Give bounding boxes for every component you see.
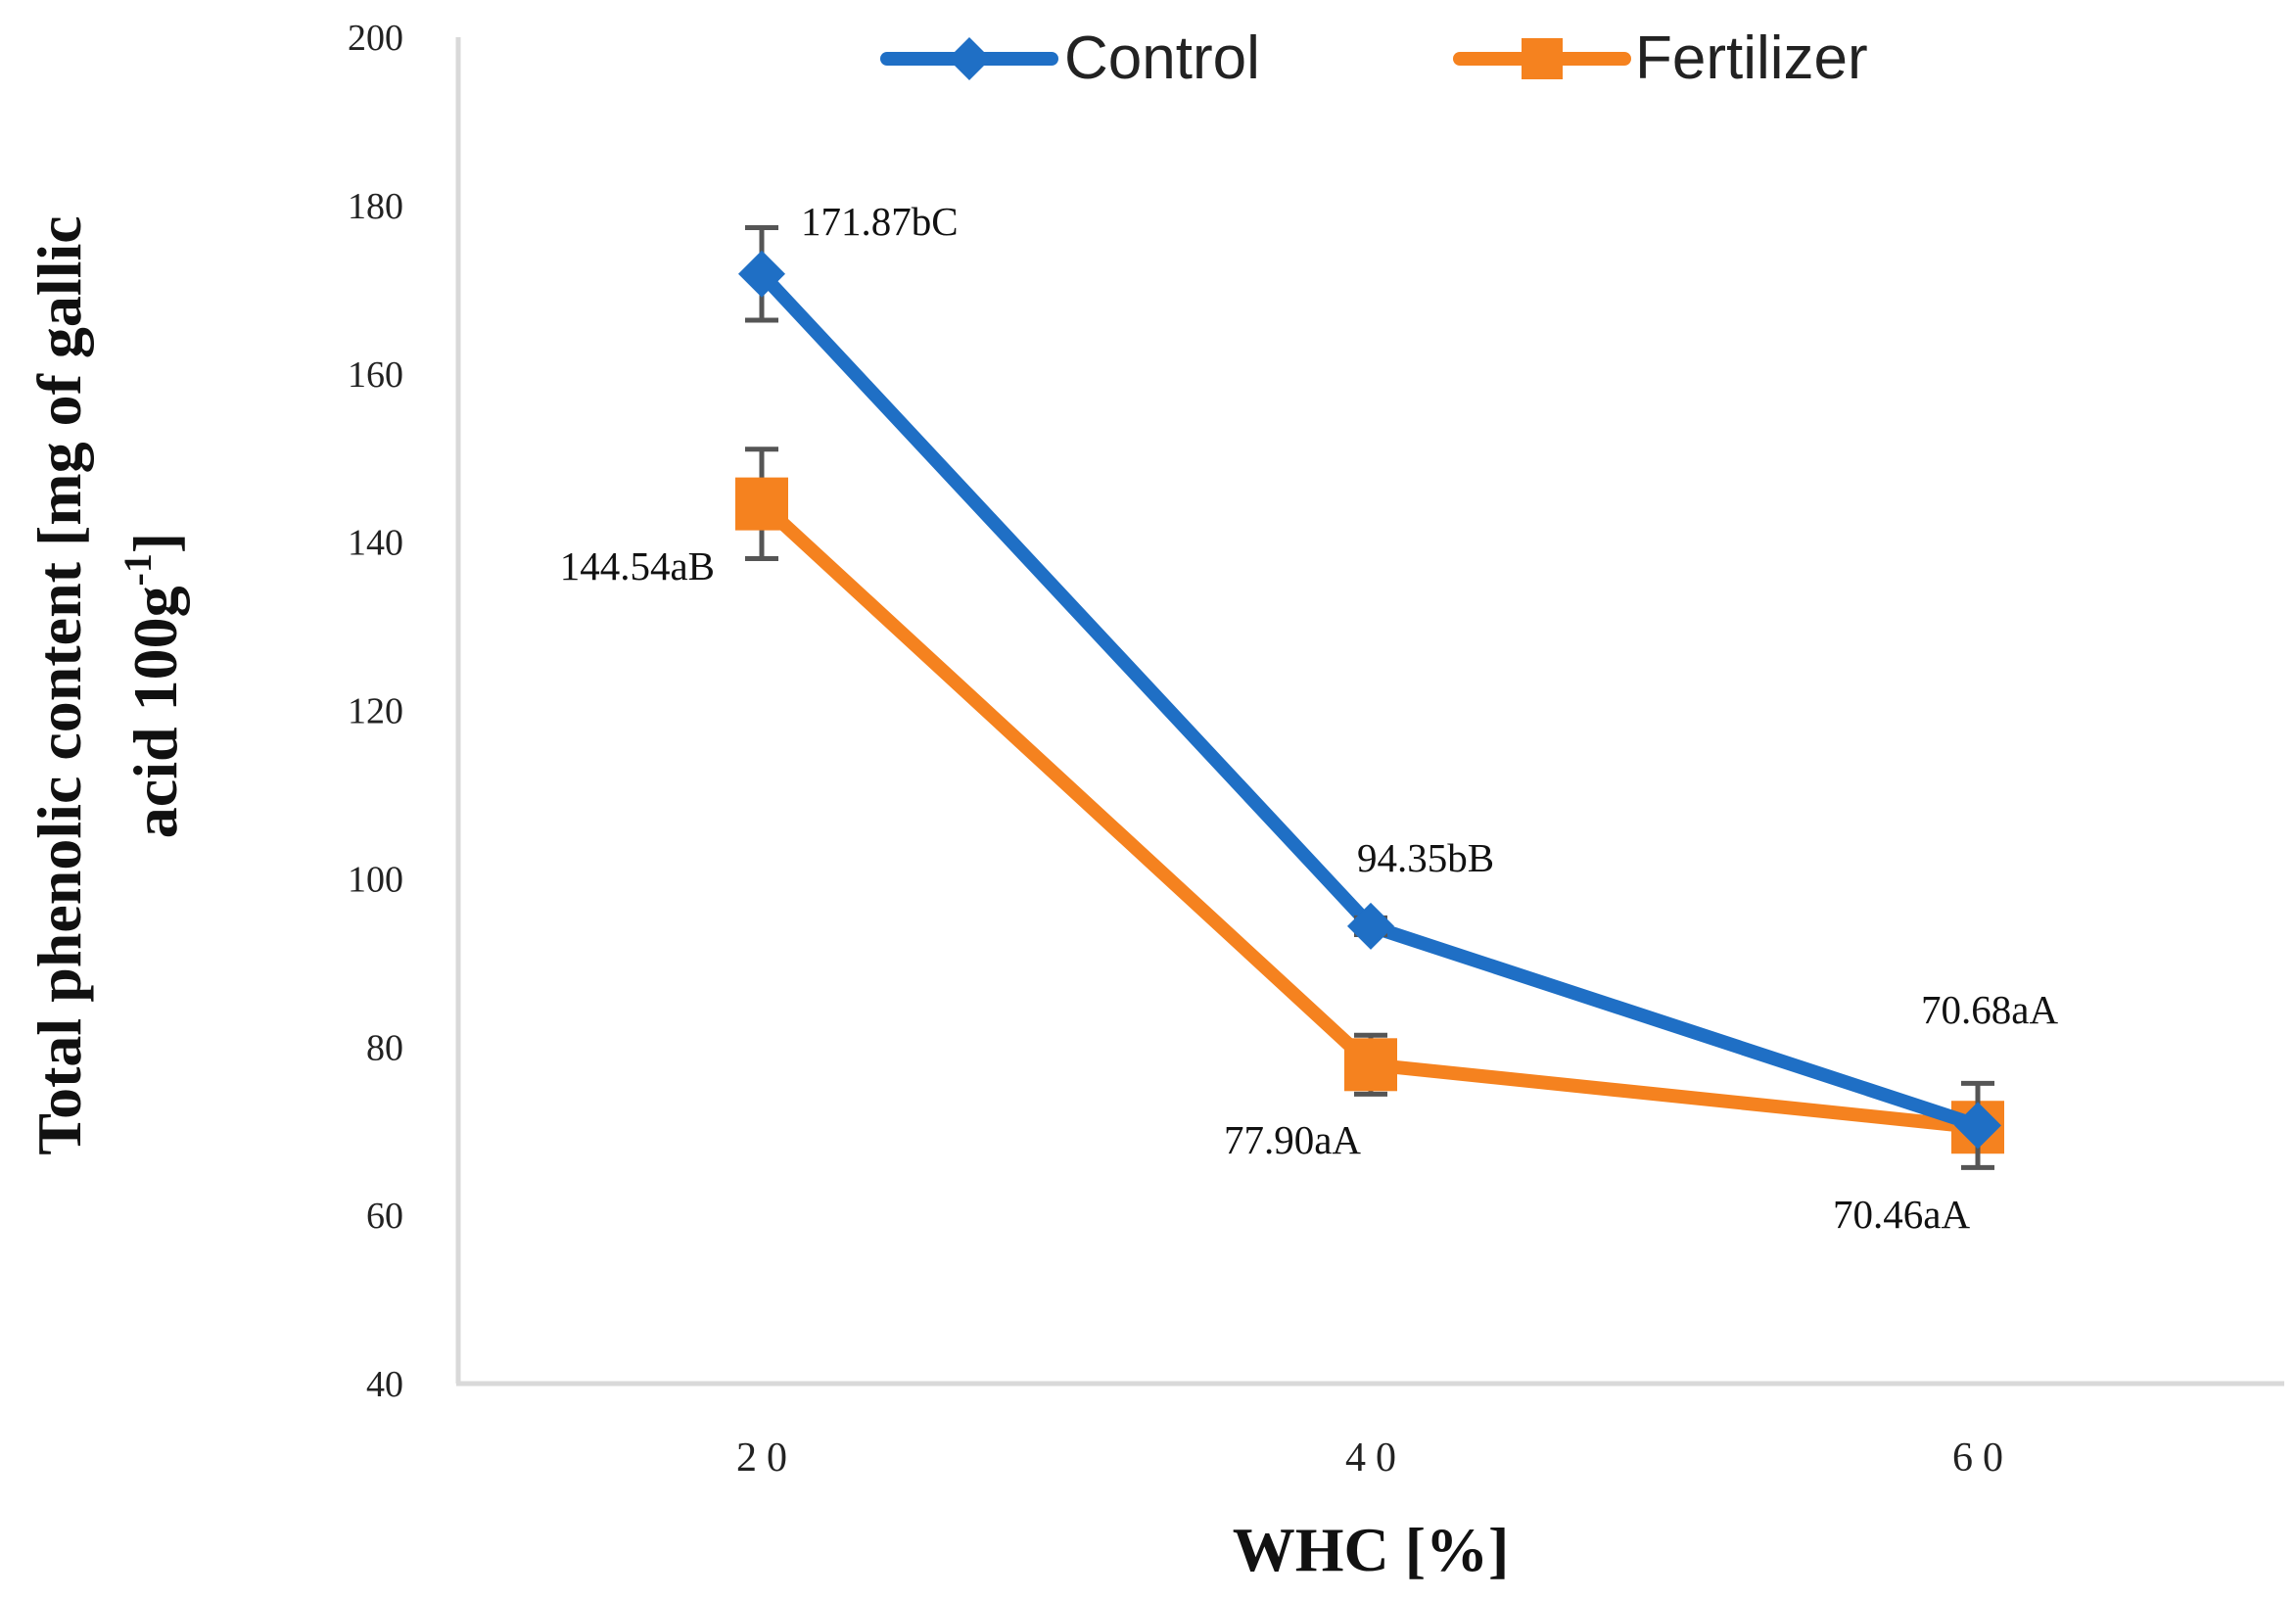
y-axis-title-superscript: -1	[116, 553, 160, 586]
legend-control-label: Control	[1064, 24, 1260, 92]
control-data-point[interactable]	[1954, 1102, 2001, 1150]
x-tick-label: 60	[1952, 1435, 2013, 1481]
control-data-point[interactable]	[1347, 902, 1394, 950]
y-axis-title: Total phenolic content [mg of gallic aci…	[24, 215, 190, 1154]
fertilizer-data-point[interactable]	[1344, 1038, 1397, 1092]
y-tick-label: 140	[348, 523, 403, 564]
y-tick-label: 40	[366, 1364, 403, 1405]
y-tick-label: 200	[348, 18, 403, 59]
control-data-point[interactable]	[738, 250, 785, 298]
x-tick-label: 20	[736, 1435, 797, 1481]
control-series-line	[755, 266, 1985, 1133]
y-tick-label: 100	[348, 859, 403, 900]
y-axis-title-line2: acid 100g-1]	[116, 533, 190, 838]
data-labels: 171.87bC 94.35bB 70.68aA 144.54aB 77.90aA 70.…	[560, 199, 2059, 1237]
fertilizer-data-label: 70.46aA	[1833, 1192, 1970, 1237]
y-tick-labels: 40 60 80 100 120 140 160 180 200	[348, 18, 403, 1405]
x-axis-title: WHC [%]	[1233, 1515, 1510, 1584]
legend-item-fertilizer[interactable]: Fertilizer	[1453, 24, 1868, 92]
fertilizer-data-label: 77.90aA	[1224, 1117, 1361, 1162]
axes	[455, 37, 2284, 1387]
y-axis-title-line1: Total phenolic content [mg of gallic	[24, 215, 94, 1154]
y-tick-label: 120	[348, 691, 403, 732]
y-tick-label: 160	[348, 354, 403, 396]
legend: Control Fertilizer	[880, 24, 1868, 92]
control-data-label: 171.87bC	[801, 199, 959, 244]
fertilizer-data-label: 144.54aB	[560, 543, 715, 588]
fertilizer-data-point[interactable]	[735, 477, 788, 531]
y-tick-label: 60	[366, 1196, 403, 1237]
control-data-label: 94.35bB	[1357, 835, 1494, 880]
x-tick-labels: 20 40 60	[736, 1435, 2013, 1481]
y-tick-label: 180	[348, 186, 403, 227]
control-data-label: 70.68aA	[1921, 987, 2058, 1032]
legend-fertilizer-square-icon	[1522, 38, 1563, 79]
y-axis-title-line2-end: ]	[120, 533, 190, 553]
legend-control-diamond-icon	[948, 37, 991, 80]
x-tick-label: 40	[1345, 1435, 1406, 1481]
y-axis-title-line2-main: acid 100g	[120, 586, 190, 838]
y-tick-label: 80	[366, 1027, 403, 1068]
legend-item-control[interactable]: Control	[880, 24, 1260, 92]
series	[735, 224, 2004, 1170]
legend-fertilizer-label: Fertilizer	[1635, 24, 1868, 92]
